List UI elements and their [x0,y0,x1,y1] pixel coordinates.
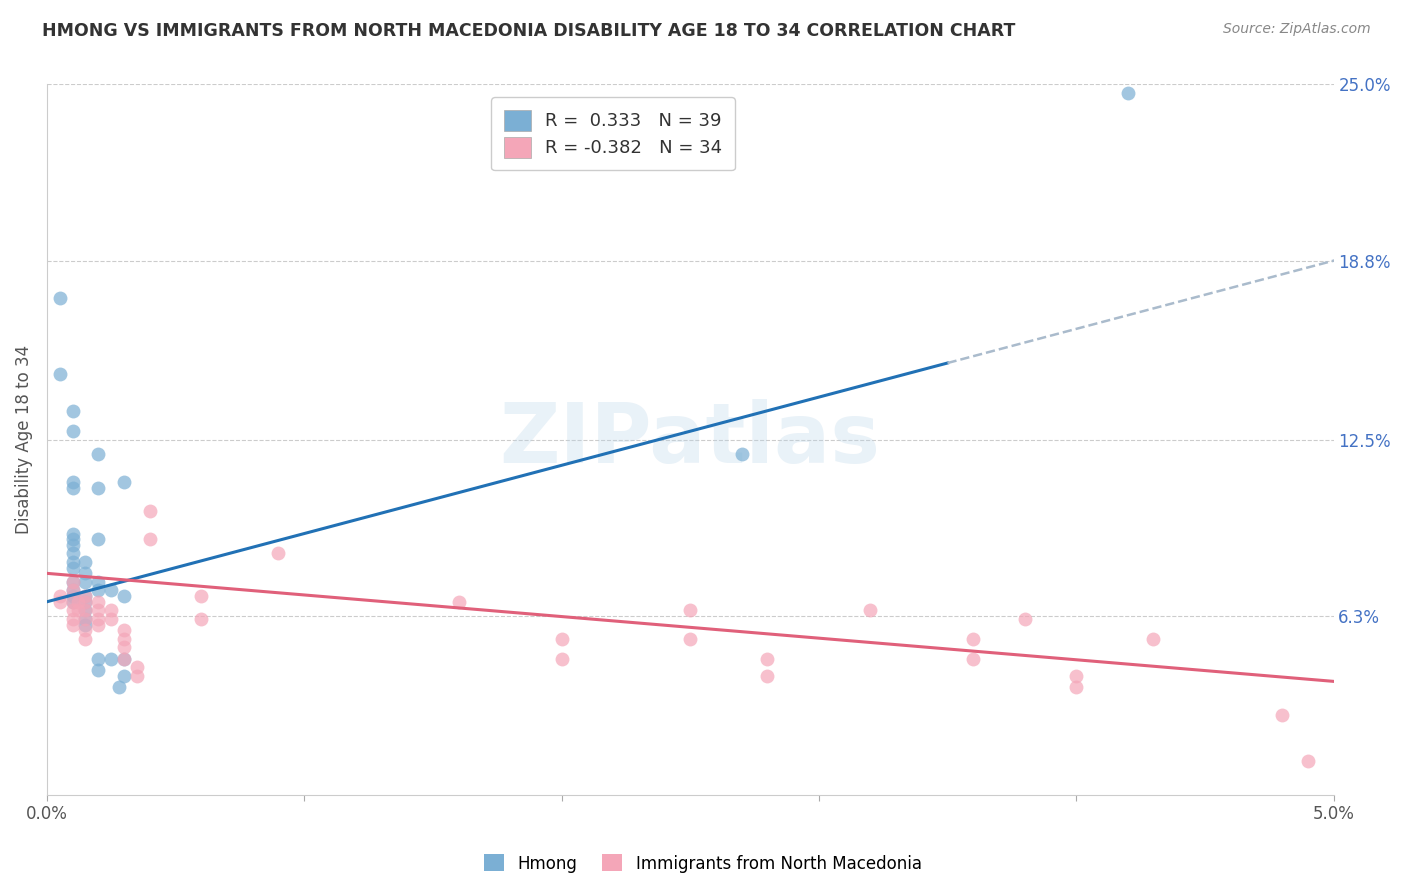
Text: HMONG VS IMMIGRANTS FROM NORTH MACEDONIA DISABILITY AGE 18 TO 34 CORRELATION CHA: HMONG VS IMMIGRANTS FROM NORTH MACEDONIA… [42,22,1015,40]
Point [49,595,72,609]
Point [1142,632,1164,646]
Point [62,481,84,495]
Point [87,617,110,632]
Point [190,589,212,603]
Legend: R =  0.333   N = 39, R = -0.382   N = 34: R = 0.333 N = 39, R = -0.382 N = 34 [491,97,735,170]
Point [679,632,702,646]
Point [267,546,290,560]
Point [75,595,97,609]
Point [100,603,122,617]
Point [1296,754,1319,768]
Point [75,555,97,569]
Point [62,538,84,552]
Point [75,612,97,626]
Point [756,651,779,665]
Point [112,589,135,603]
Point [550,632,572,646]
Point [49,368,72,382]
Point [62,603,84,617]
Point [447,595,470,609]
Point [112,624,135,638]
Point [1271,708,1294,723]
Point [125,660,148,674]
Point [190,612,212,626]
Point [62,612,84,626]
Point [100,651,122,665]
Point [49,589,72,603]
Point [87,574,110,589]
Point [62,595,84,609]
Point [139,504,162,518]
Point [112,651,135,665]
Point [62,583,84,598]
Point [75,574,97,589]
Point [112,651,135,665]
Point [112,640,135,655]
Point [731,447,754,461]
Point [49,291,72,305]
Point [62,546,84,560]
Text: Source: ZipAtlas.com: Source: ZipAtlas.com [1223,22,1371,37]
Point [75,595,97,609]
Point [139,533,162,547]
Point [1064,668,1087,682]
Point [62,583,84,598]
Point [87,603,110,617]
Point [75,603,97,617]
Point [62,404,84,418]
Point [62,574,84,589]
Point [62,560,84,574]
Text: ZIPatlas: ZIPatlas [499,400,880,480]
Point [112,632,135,646]
Point [100,612,122,626]
Y-axis label: Disability Age 18 to 34: Disability Age 18 to 34 [15,345,32,534]
Point [62,617,84,632]
Point [75,632,97,646]
Point [87,533,110,547]
Point [75,617,97,632]
Legend: Hmong, Immigrants from North Macedonia: Hmong, Immigrants from North Macedonia [478,847,928,880]
Point [87,481,110,495]
Point [679,603,702,617]
Point [62,424,84,438]
Point [87,663,110,677]
Point [75,589,97,603]
Point [756,668,779,682]
Point [108,680,131,694]
Point [75,566,97,581]
Point [87,651,110,665]
Point [1014,612,1036,626]
Point [962,651,984,665]
Point [75,624,97,638]
Point [75,612,97,626]
Point [62,589,84,603]
Point [62,574,84,589]
Point [112,475,135,490]
Point [87,447,110,461]
Point [62,526,84,541]
Point [62,555,84,569]
Point [75,589,97,603]
Point [962,632,984,646]
Point [87,595,110,609]
Point [859,603,882,617]
Point [66,595,89,609]
Point [87,583,110,598]
Point [75,603,97,617]
Point [87,612,110,626]
Point [125,668,148,682]
Point [62,533,84,547]
Point [62,595,84,609]
Point [100,583,122,598]
Point [1116,86,1139,100]
Point [112,668,135,682]
Point [62,475,84,490]
Point [1064,680,1087,694]
Point [550,651,572,665]
Point [66,603,89,617]
